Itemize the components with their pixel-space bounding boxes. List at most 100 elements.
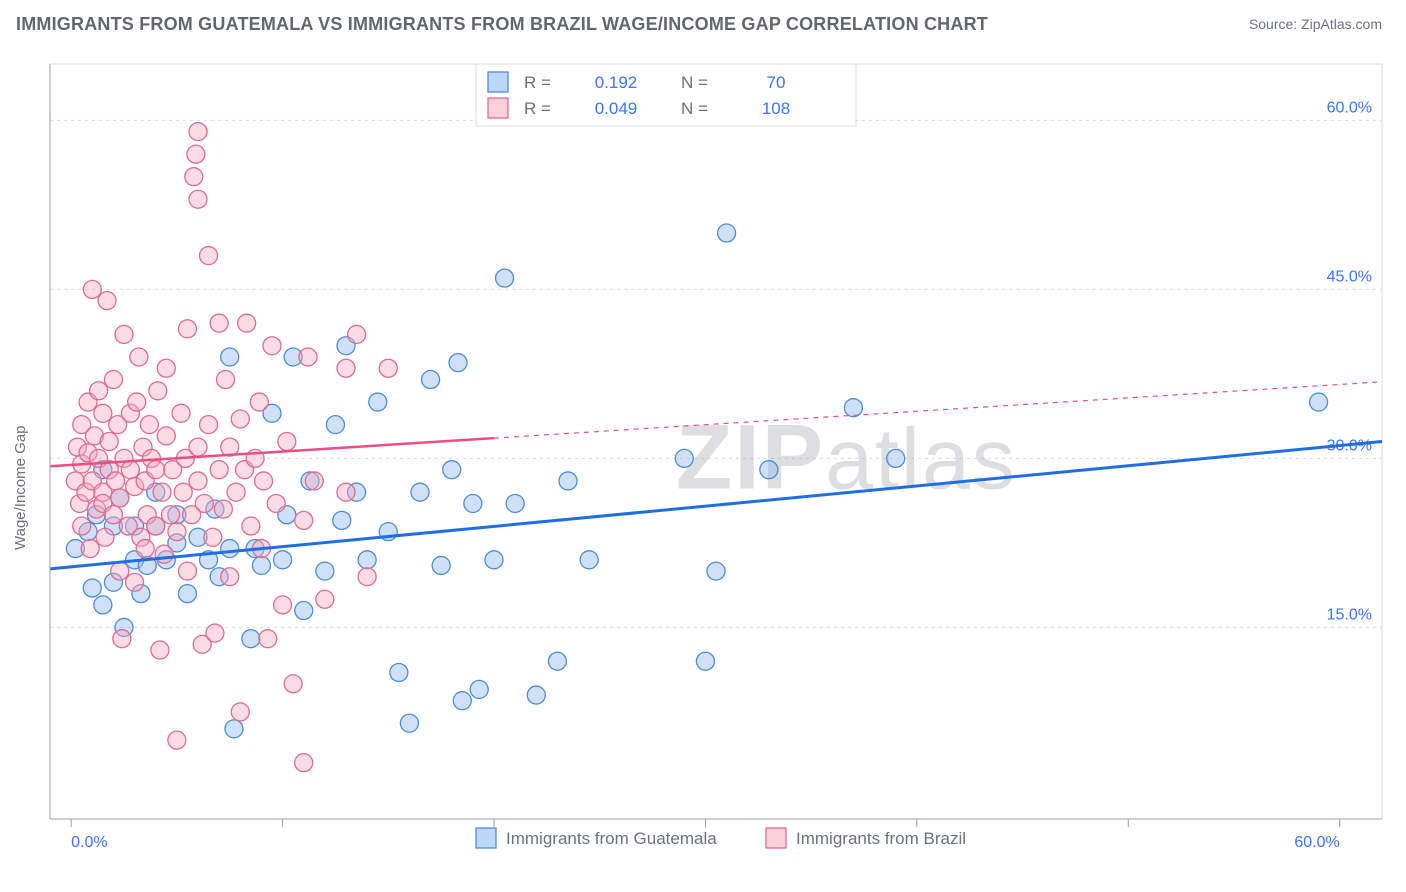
point-brazil [98, 292, 116, 310]
point-brazil [216, 371, 234, 389]
point-brazil [115, 325, 133, 343]
point-guatemala [506, 494, 524, 512]
point-brazil [73, 517, 91, 535]
point-brazil [255, 472, 273, 490]
point-guatemala [464, 494, 482, 512]
point-brazil [200, 416, 218, 434]
point-brazil [316, 590, 334, 608]
point-guatemala [675, 449, 693, 467]
point-brazil [111, 562, 129, 580]
point-brazil [178, 562, 196, 580]
point-brazil [210, 314, 228, 332]
point-guatemala [432, 556, 450, 574]
point-brazil [81, 540, 99, 558]
point-brazil [214, 500, 232, 518]
point-guatemala [94, 596, 112, 614]
point-brazil [263, 337, 281, 355]
point-guatemala [221, 540, 239, 558]
point-guatemala [443, 461, 461, 479]
point-brazil [348, 325, 366, 343]
point-guatemala [548, 652, 566, 670]
point-brazil [140, 416, 158, 434]
point-brazil [128, 393, 146, 411]
bottom-swatch-brazil [766, 828, 786, 848]
point-brazil [153, 483, 171, 501]
x-max-label: 60.0% [1294, 834, 1339, 850]
point-brazil [174, 483, 192, 501]
chart-area: 15.0%30.0%45.0%60.0%ZIPatlas0.0%60.0%R =… [46, 60, 1386, 850]
point-brazil [250, 393, 268, 411]
point-guatemala [295, 602, 313, 620]
point-guatemala [559, 472, 577, 490]
source-label: Source: ZipAtlas.com [1249, 16, 1382, 32]
point-brazil [104, 506, 122, 524]
point-brazil [121, 461, 139, 479]
point-guatemala [225, 720, 243, 738]
point-brazil [130, 348, 148, 366]
point-brazil [200, 247, 218, 265]
point-brazil [284, 675, 302, 693]
point-brazil [187, 145, 205, 163]
legend-n-guatemala: 70 [767, 73, 786, 92]
point-guatemala [470, 680, 488, 698]
legend-swatch-brazil [488, 98, 508, 118]
point-guatemala [449, 354, 467, 372]
point-guatemala [274, 551, 292, 569]
point-brazil [221, 568, 239, 586]
point-brazil [189, 472, 207, 490]
point-brazil [189, 438, 207, 456]
point-brazil [107, 472, 125, 490]
bottom-label-guatemala: Immigrants from Guatemala [506, 829, 717, 848]
point-brazil [305, 472, 323, 490]
point-brazil [242, 517, 260, 535]
point-brazil [231, 703, 249, 721]
point-brazil [104, 371, 122, 389]
point-guatemala [496, 269, 514, 287]
legend-swatch-guatemala [488, 72, 508, 92]
point-guatemala [369, 393, 387, 411]
point-guatemala [390, 664, 408, 682]
legend-r-brazil: 0.049 [595, 99, 638, 118]
point-brazil [337, 483, 355, 501]
point-guatemala [252, 556, 270, 574]
y-axis-label: Wage/Income Gap [12, 425, 29, 550]
point-brazil [299, 348, 317, 366]
point-brazil [274, 596, 292, 614]
point-brazil [206, 624, 224, 642]
point-brazil [168, 523, 186, 541]
point-brazil [90, 382, 108, 400]
point-brazil [238, 314, 256, 332]
point-brazil [231, 410, 249, 428]
point-guatemala [887, 449, 905, 467]
point-brazil [113, 630, 131, 648]
point-brazil [96, 528, 114, 546]
point-guatemala [760, 461, 778, 479]
point-brazil [94, 404, 112, 422]
point-brazil [278, 433, 296, 451]
y-tick-label: 15.0% [1327, 606, 1372, 623]
point-guatemala [422, 371, 440, 389]
chart-title: IMMIGRANTS FROM GUATEMALA VS IMMIGRANTS … [16, 14, 988, 35]
point-guatemala [221, 348, 239, 366]
legend-n-brazil: 108 [762, 99, 790, 118]
point-guatemala [527, 686, 545, 704]
point-brazil [337, 359, 355, 377]
point-brazil [189, 123, 207, 141]
point-brazil [157, 427, 175, 445]
point-guatemala [453, 692, 471, 710]
point-guatemala [1310, 393, 1328, 411]
y-axis-label-wrap: Wage/Income Gap [12, 300, 28, 550]
point-brazil [147, 517, 165, 535]
point-brazil [295, 754, 313, 772]
point-brazil [178, 320, 196, 338]
point-brazil [100, 433, 118, 451]
point-guatemala [178, 585, 196, 603]
point-brazil [295, 511, 313, 529]
point-guatemala [696, 652, 714, 670]
point-brazil [195, 494, 213, 512]
point-guatemala [580, 551, 598, 569]
point-guatemala [326, 416, 344, 434]
point-brazil [204, 528, 222, 546]
legend-n-label: N = [681, 73, 708, 92]
point-brazil [185, 168, 203, 186]
